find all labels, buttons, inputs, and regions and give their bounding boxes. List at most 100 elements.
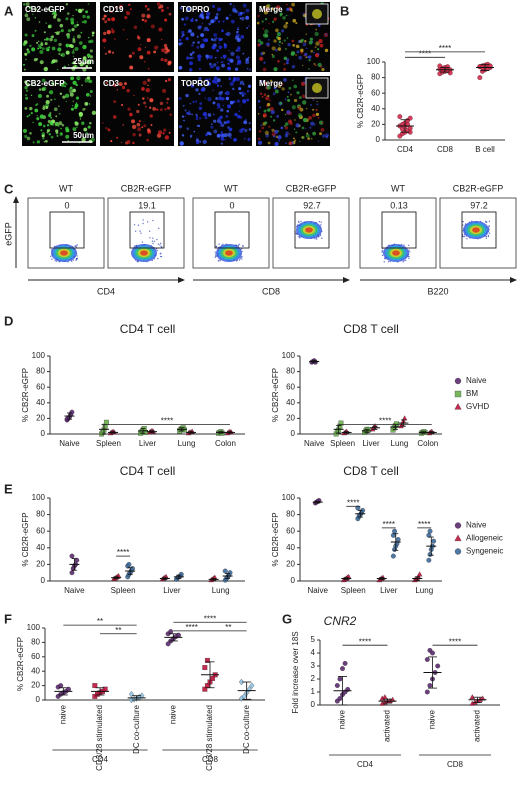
cell-signal (111, 17, 116, 22)
event (222, 243, 224, 245)
cell-signal (60, 29, 64, 33)
y-tick-label: 100 (367, 57, 381, 66)
cell-signal (216, 78, 221, 83)
cell-signal (217, 116, 221, 121)
cell-signal (129, 8, 132, 11)
cell-signal (38, 88, 42, 91)
cell-signal (236, 55, 240, 60)
cell-signal (236, 47, 241, 52)
cell-signal (215, 97, 219, 100)
cell-signal (315, 41, 320, 46)
cell-signal (196, 45, 200, 49)
x-tick-label: Liver (163, 586, 181, 595)
cell-signal (270, 115, 273, 118)
cell-signal (141, 13, 146, 18)
cell-signal (239, 80, 244, 85)
cell-signal (67, 29, 72, 33)
cell-signal (87, 36, 90, 39)
cell-signal (85, 10, 88, 14)
cell-signal (281, 42, 283, 44)
cell-signal (289, 8, 293, 12)
y-tick-label: 80 (371, 73, 380, 82)
cell-signal (273, 39, 277, 43)
cell-signal (220, 142, 224, 145)
cell-signal (186, 6, 192, 12)
cell-signal (233, 77, 237, 81)
event (314, 238, 316, 240)
inset-cell (312, 83, 322, 93)
cell-signal (105, 81, 108, 85)
point (426, 557, 432, 563)
cell-signal (72, 80, 77, 85)
event (156, 249, 159, 252)
cell-signal (41, 78, 46, 83)
cell-signal (220, 56, 223, 59)
cell-signal (285, 14, 288, 17)
cell-signal (121, 85, 126, 90)
cell-signal (273, 17, 277, 21)
y-tick-label: 60 (286, 526, 295, 535)
cell-signal (48, 133, 51, 136)
cell-signal (42, 105, 46, 108)
cell-signal (65, 43, 70, 48)
cell-signal (149, 98, 154, 103)
cell-signal (110, 140, 113, 143)
cell-signal (146, 14, 151, 19)
cell-signal (220, 133, 225, 138)
cell-signal (238, 62, 240, 64)
cell-signal (195, 113, 198, 116)
cell-signal (300, 40, 304, 43)
cell-signal (277, 36, 281, 41)
y-tick-label: 40 (36, 398, 45, 407)
cell-signal (195, 117, 199, 121)
cell-signal (126, 38, 128, 41)
cell-signal (197, 41, 200, 44)
y-tick-label: 100 (32, 493, 46, 502)
cell-signal (306, 56, 310, 59)
cell-signal (288, 86, 292, 90)
cell-signal (291, 2, 295, 7)
cell-signal (70, 44, 73, 47)
cell-signal (74, 64, 77, 67)
cell-signal (160, 58, 164, 62)
cell-signal (220, 137, 225, 141)
cell-signal (189, 61, 193, 66)
event (215, 245, 218, 248)
cell-signal (142, 80, 147, 85)
cell-signal (126, 140, 131, 144)
x-tick-label: Lung (415, 586, 433, 595)
sig-label: **** (359, 637, 371, 646)
cell-signal (308, 55, 312, 59)
cell-signal (257, 140, 263, 145)
cell-signal (40, 43, 44, 47)
cell-signal (158, 27, 163, 32)
cell-signal (267, 108, 271, 112)
cell-signal (71, 28, 75, 32)
cell-signal (285, 131, 289, 135)
cell-signal (240, 11, 243, 15)
cell-signal (216, 84, 220, 87)
cell-signal (223, 121, 227, 125)
point (397, 114, 403, 120)
cell-signal (24, 134, 28, 139)
cell-signal (195, 80, 198, 83)
cell-signal (60, 132, 63, 135)
cell-signal (285, 21, 289, 25)
y-tick-label: 20 (286, 560, 295, 569)
cell-signal (66, 12, 70, 15)
cell-signal (291, 79, 294, 82)
y-tick-label: 0 (36, 695, 41, 704)
cell-signal (283, 67, 287, 71)
group-label: CD8 (447, 760, 464, 769)
cell-signal (248, 122, 251, 125)
cell-signal (74, 46, 79, 51)
point (103, 419, 109, 425)
event (134, 230, 137, 232)
event (160, 255, 163, 258)
cell-signal (74, 121, 79, 126)
point (454, 534, 462, 542)
gate-value: 97.2 (470, 200, 488, 210)
cell-signal (198, 140, 202, 143)
cell-signal (312, 108, 315, 111)
cell-signal (29, 131, 32, 135)
